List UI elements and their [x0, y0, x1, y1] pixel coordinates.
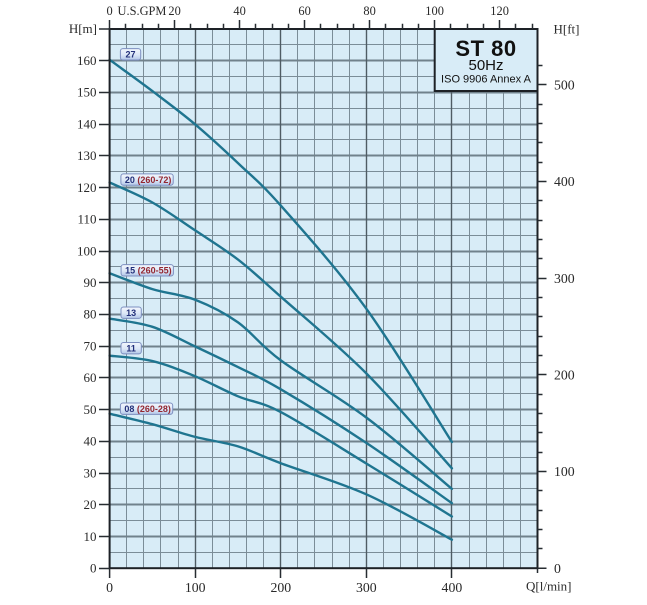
svg-text:120: 120	[490, 4, 509, 18]
svg-text:400: 400	[442, 580, 463, 595]
svg-text:0: 0	[106, 4, 112, 18]
svg-text:80: 80	[84, 307, 97, 322]
svg-text:H[ft]: H[ft]	[554, 22, 580, 37]
svg-text:20: 20	[168, 4, 180, 18]
svg-text:200: 200	[554, 367, 575, 382]
svg-text:20: 20	[84, 497, 97, 512]
svg-text:0: 0	[554, 561, 561, 576]
svg-text:90: 90	[84, 275, 97, 290]
svg-text:0: 0	[90, 561, 97, 576]
svg-text:11: 11	[126, 344, 136, 354]
svg-text:160: 160	[77, 53, 97, 68]
svg-text:100: 100	[425, 4, 444, 18]
svg-text:100: 100	[77, 243, 97, 258]
svg-text:120: 120	[77, 180, 97, 195]
svg-text:500: 500	[554, 77, 575, 92]
svg-text:200: 200	[270, 580, 291, 595]
svg-text:U.S.GPM: U.S.GPM	[118, 4, 167, 18]
svg-text:100: 100	[185, 580, 206, 595]
svg-text:10: 10	[84, 529, 97, 544]
svg-text:300: 300	[554, 271, 575, 286]
svg-text:27: 27	[126, 50, 136, 60]
svg-text:ST 80: ST 80	[455, 36, 516, 61]
svg-text:ISO 9906 Annex A: ISO 9906 Annex A	[441, 74, 532, 86]
svg-text:60: 60	[84, 370, 97, 385]
svg-text:40: 40	[84, 434, 97, 449]
svg-text:130: 130	[77, 148, 97, 163]
svg-text:300: 300	[356, 580, 377, 595]
svg-text:H[m]: H[m]	[69, 21, 97, 36]
svg-text:20 (260-72): 20 (260-72)	[125, 175, 172, 185]
svg-text:110: 110	[77, 212, 96, 227]
svg-text:80: 80	[363, 4, 375, 18]
svg-text:70: 70	[84, 339, 97, 354]
svg-text:400: 400	[554, 174, 575, 189]
svg-text:Q[l/min]: Q[l/min]	[526, 579, 572, 594]
svg-text:140: 140	[77, 116, 97, 131]
svg-text:0: 0	[106, 580, 113, 595]
svg-text:08 (260-28): 08 (260-28)	[124, 404, 171, 414]
svg-text:30: 30	[84, 465, 97, 480]
svg-text:50: 50	[84, 402, 97, 417]
svg-text:40: 40	[233, 4, 245, 18]
svg-text:150: 150	[77, 85, 97, 100]
svg-text:60: 60	[298, 4, 310, 18]
svg-text:15 (260-55): 15 (260-55)	[125, 266, 172, 276]
svg-text:100: 100	[554, 464, 575, 479]
svg-text:50Hz: 50Hz	[468, 57, 503, 74]
svg-text:13: 13	[126, 308, 136, 318]
